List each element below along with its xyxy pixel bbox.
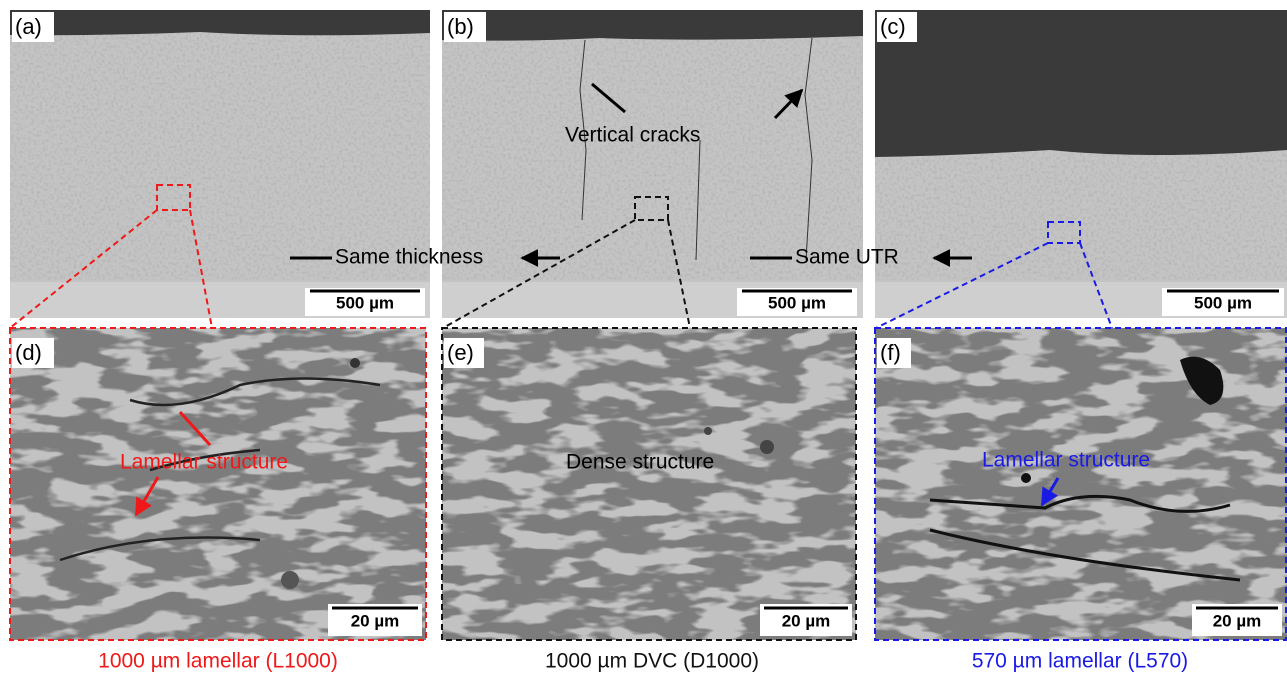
caption: 570 µm lamellar (L570) bbox=[972, 650, 1188, 673]
figure: (a) (b) (c) (d) (e) (f) 500 µm 500 µm 50… bbox=[0, 0, 1287, 676]
panel-c-image bbox=[875, 10, 1287, 318]
panel-e-image bbox=[442, 328, 856, 640]
panel-label: (e) bbox=[447, 340, 474, 365]
caption: 1000 µm DVC (D1000) bbox=[545, 650, 759, 673]
scale-bar-label: 500 µm bbox=[768, 293, 826, 312]
annotation: Lamellar structure bbox=[120, 451, 288, 474]
scale-bar-label: 500 µm bbox=[1194, 293, 1252, 312]
caption: 1000 µm lamellar (L1000) bbox=[98, 650, 338, 673]
panel-label: (b) bbox=[447, 14, 474, 39]
panel-a-image bbox=[10, 10, 430, 318]
scale-bar-label: 20 µm bbox=[782, 611, 831, 630]
panel-d-image bbox=[10, 328, 426, 640]
panel-label: (f) bbox=[880, 340, 901, 365]
panel-label: (d) bbox=[15, 340, 42, 365]
comparison-label: Same thickness bbox=[335, 246, 483, 269]
panel-label: (a) bbox=[15, 14, 42, 39]
panel-b-image bbox=[442, 10, 863, 318]
annotation: Lamellar structure bbox=[982, 449, 1150, 472]
scale-bar-label: 20 µm bbox=[351, 611, 400, 630]
panel-f-image bbox=[875, 328, 1287, 640]
comparison-label: Same UTR bbox=[795, 246, 899, 269]
scale-bar-label: 20 µm bbox=[1213, 611, 1262, 630]
panel-label: (c) bbox=[880, 14, 906, 39]
annotation: Vertical cracks bbox=[565, 124, 700, 147]
annotation: Dense structure bbox=[566, 451, 714, 474]
scale-bar-label: 500 µm bbox=[336, 293, 394, 312]
